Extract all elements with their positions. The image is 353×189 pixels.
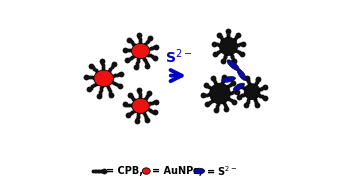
Text: S$^{2-}$: S$^{2-}$	[165, 48, 192, 66]
Ellipse shape	[142, 168, 150, 174]
Ellipse shape	[227, 60, 239, 71]
Circle shape	[244, 84, 260, 100]
Ellipse shape	[94, 70, 114, 87]
Ellipse shape	[132, 43, 150, 59]
Ellipse shape	[194, 168, 205, 174]
Ellipse shape	[132, 98, 149, 113]
Ellipse shape	[233, 83, 245, 91]
Text: = S$^{2-}$: = S$^{2-}$	[206, 164, 237, 178]
Circle shape	[210, 83, 231, 104]
Ellipse shape	[237, 69, 246, 81]
Text: = AuNPs,: = AuNPs,	[151, 166, 202, 176]
Text: = CPB,: = CPB,	[106, 166, 143, 176]
Circle shape	[220, 37, 238, 55]
Ellipse shape	[221, 77, 235, 82]
